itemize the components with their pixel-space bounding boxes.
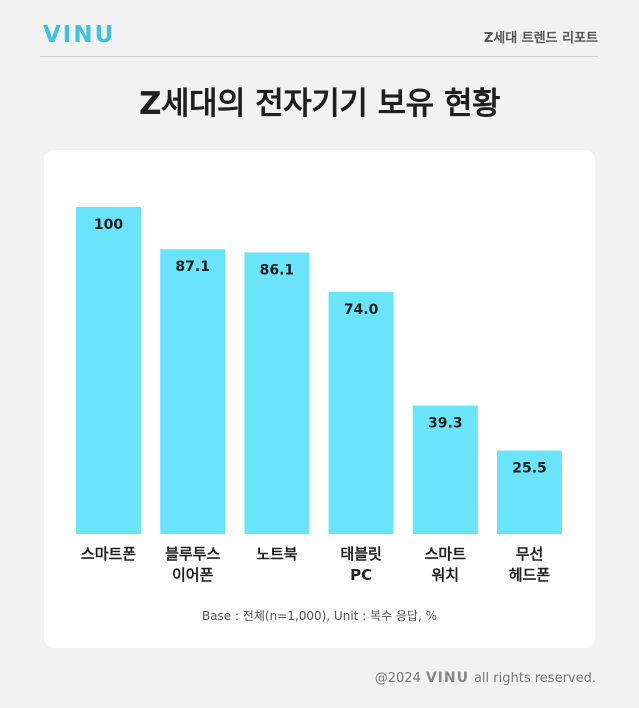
header-divider (40, 56, 598, 57)
bar-value-label: 100 (94, 217, 123, 233)
category-label: 태블릿 (340, 545, 382, 563)
vinu-logo: VINU (43, 22, 116, 48)
category-label: 무선 (516, 545, 544, 563)
bar-value-label: 74.0 (344, 302, 379, 318)
bar-value-label: 87.1 (175, 259, 210, 275)
bar-value-label: 86.1 (260, 262, 295, 278)
bar-value-label: 25.5 (512, 461, 547, 477)
header: VINU Z세대 트렌드 리포트 (40, 22, 598, 58)
category-label: 이어폰 (172, 566, 214, 584)
bar-6 (497, 450, 562, 534)
bar-1 (76, 207, 141, 534)
copyright-year: @2024 (374, 670, 421, 686)
copyright: @2024 VINU all rights reserved. (375, 670, 596, 686)
bar-5 (412, 405, 478, 534)
category-label: 노트북 (256, 545, 298, 563)
bar-4 (328, 292, 394, 534)
copyright-text: all rights reserved. (473, 670, 596, 686)
category-label: 블루투스 (165, 545, 220, 563)
category-label: 워치 (431, 566, 459, 584)
bar-3 (244, 252, 310, 534)
bar-value-label: 39.3 (428, 415, 463, 431)
bar-2 (160, 249, 226, 535)
report-label: Z세대 트렌드 리포트 (483, 31, 598, 46)
category-label: 헤드폰 (509, 566, 551, 584)
category-label: 스마트 (425, 545, 467, 563)
footer-logo: VINU (425, 670, 469, 686)
chart-title: Z세대의 전자기기 보유 현황 (138, 86, 501, 122)
category-label: 스마트폰 (81, 545, 136, 563)
category-label: PC (350, 566, 372, 584)
chart-footnote: Base : 전체(n=1,000), Unit : 복수 응답, % (201, 609, 438, 623)
